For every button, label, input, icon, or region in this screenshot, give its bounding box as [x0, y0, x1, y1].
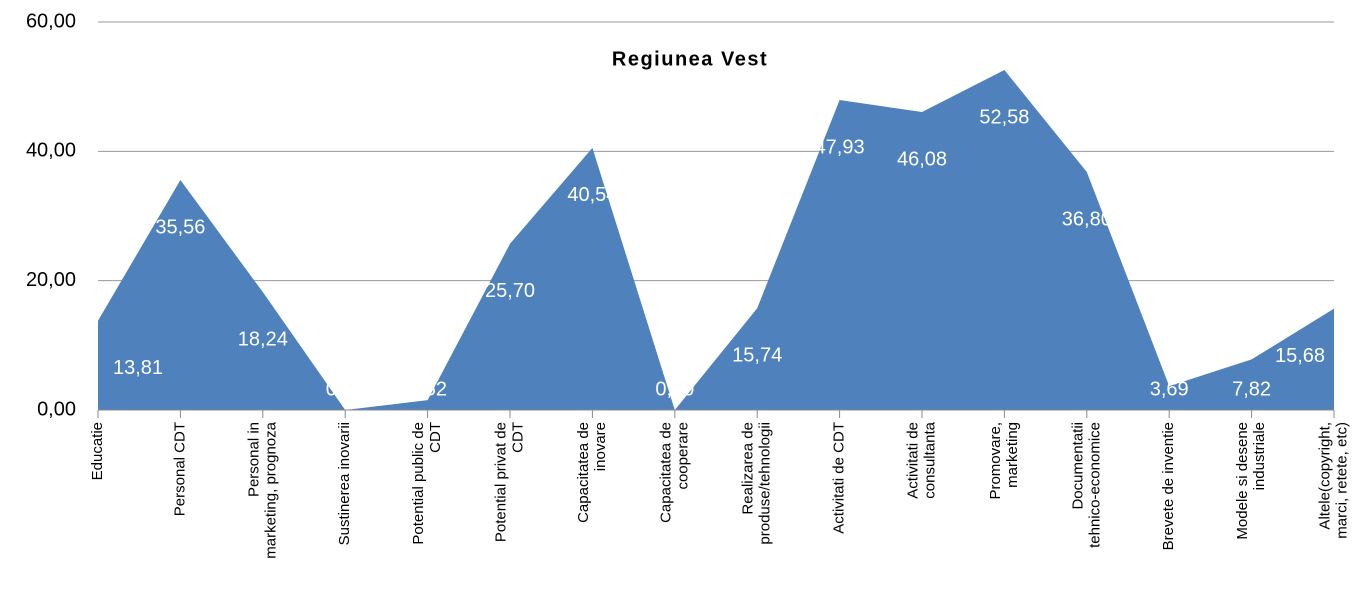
value-label: 18,24: [238, 328, 288, 350]
x-tick-label: Personal inmarketing, prognoza: [245, 421, 279, 558]
value-label: 3,69: [1150, 378, 1189, 400]
x-tick-label: Personal CDT: [171, 422, 188, 516]
x-tick-group: Personal CDT: [171, 422, 188, 516]
value-label: 40,54: [567, 184, 617, 206]
x-tick-group: Sustinerea inovarii: [336, 422, 353, 545]
x-tick-group: Realizarea deproduse/tehnologii: [740, 422, 774, 545]
x-tick-group: Altele(copyright,marci, retete, etc): [1316, 422, 1350, 539]
x-tick-group: Activitati de CDT: [831, 422, 848, 534]
x-tick-label: Sustinerea inovarii: [336, 422, 353, 545]
x-tick-label: Potential public deCDT: [410, 422, 444, 545]
x-tick-group: Promovare,marketing: [987, 422, 1021, 500]
y-tick-label: 60,00: [26, 10, 76, 32]
x-tick-group: Documentatiitehnico-economice: [1069, 422, 1103, 548]
x-tick-label: Documentatiitehnico-economice: [1069, 422, 1103, 548]
x-tick-group: Modele si deseneindustriale: [1234, 422, 1268, 540]
x-tick-group: Brevete de inventie: [1160, 422, 1177, 550]
value-label: 0,00: [326, 378, 365, 400]
x-tick-label: Potential privat deCDT: [492, 422, 526, 542]
x-tick-label: Capacitatea decooperare: [657, 422, 691, 523]
value-label: 36,80: [1062, 208, 1112, 230]
x-tick-label: Activitati deconsultanta: [904, 421, 938, 498]
value-label: 0,00: [655, 378, 694, 400]
x-tick-label: Realizarea deproduse/tehnologii: [740, 422, 774, 545]
value-label: 35,56: [155, 216, 205, 238]
value-label: 46,08: [897, 148, 947, 170]
y-tick-label: 40,00: [26, 140, 76, 162]
area: [98, 69, 1334, 410]
chart-title: Regiunea Vest: [612, 48, 768, 70]
x-tick-label: Altele(copyright,marci, retete, etc): [1316, 422, 1350, 539]
value-label: 15,74: [732, 344, 782, 366]
x-tick-group: Capacitatea deinovare: [575, 422, 609, 523]
y-tick-label: 20,00: [26, 269, 76, 291]
x-tick-label: Activitati de CDT: [831, 422, 848, 534]
x-tick-label: Capacitatea deinovare: [575, 422, 609, 523]
value-label: 7,82: [1232, 378, 1271, 400]
value-label: 1,52: [408, 378, 447, 400]
y-tick-label: 0,00: [37, 398, 76, 420]
x-tick-label: Promovare,marketing: [987, 422, 1021, 500]
x-tick-group: Activitati deconsultanta: [904, 421, 938, 498]
value-label: 47,93: [815, 136, 865, 158]
x-tick-group: Potential privat deCDT: [492, 422, 526, 542]
x-tick-label: Modele si deseneindustriale: [1234, 422, 1268, 540]
value-label: 52,58: [979, 106, 1029, 128]
x-tick-group: Potential public deCDT: [410, 422, 444, 545]
x-tick-group: Personal inmarketing, prognoza: [245, 421, 279, 558]
value-label: 13,81: [113, 357, 163, 379]
x-tick-label: Brevete de inventie: [1160, 422, 1177, 550]
x-tick-label: Educatie: [89, 422, 106, 480]
x-tick-group: Capacitatea decooperare: [657, 422, 691, 523]
x-tick-group: Educatie: [89, 422, 106, 480]
value-label: 15,68: [1275, 345, 1325, 367]
value-label: 25,70: [485, 280, 535, 302]
